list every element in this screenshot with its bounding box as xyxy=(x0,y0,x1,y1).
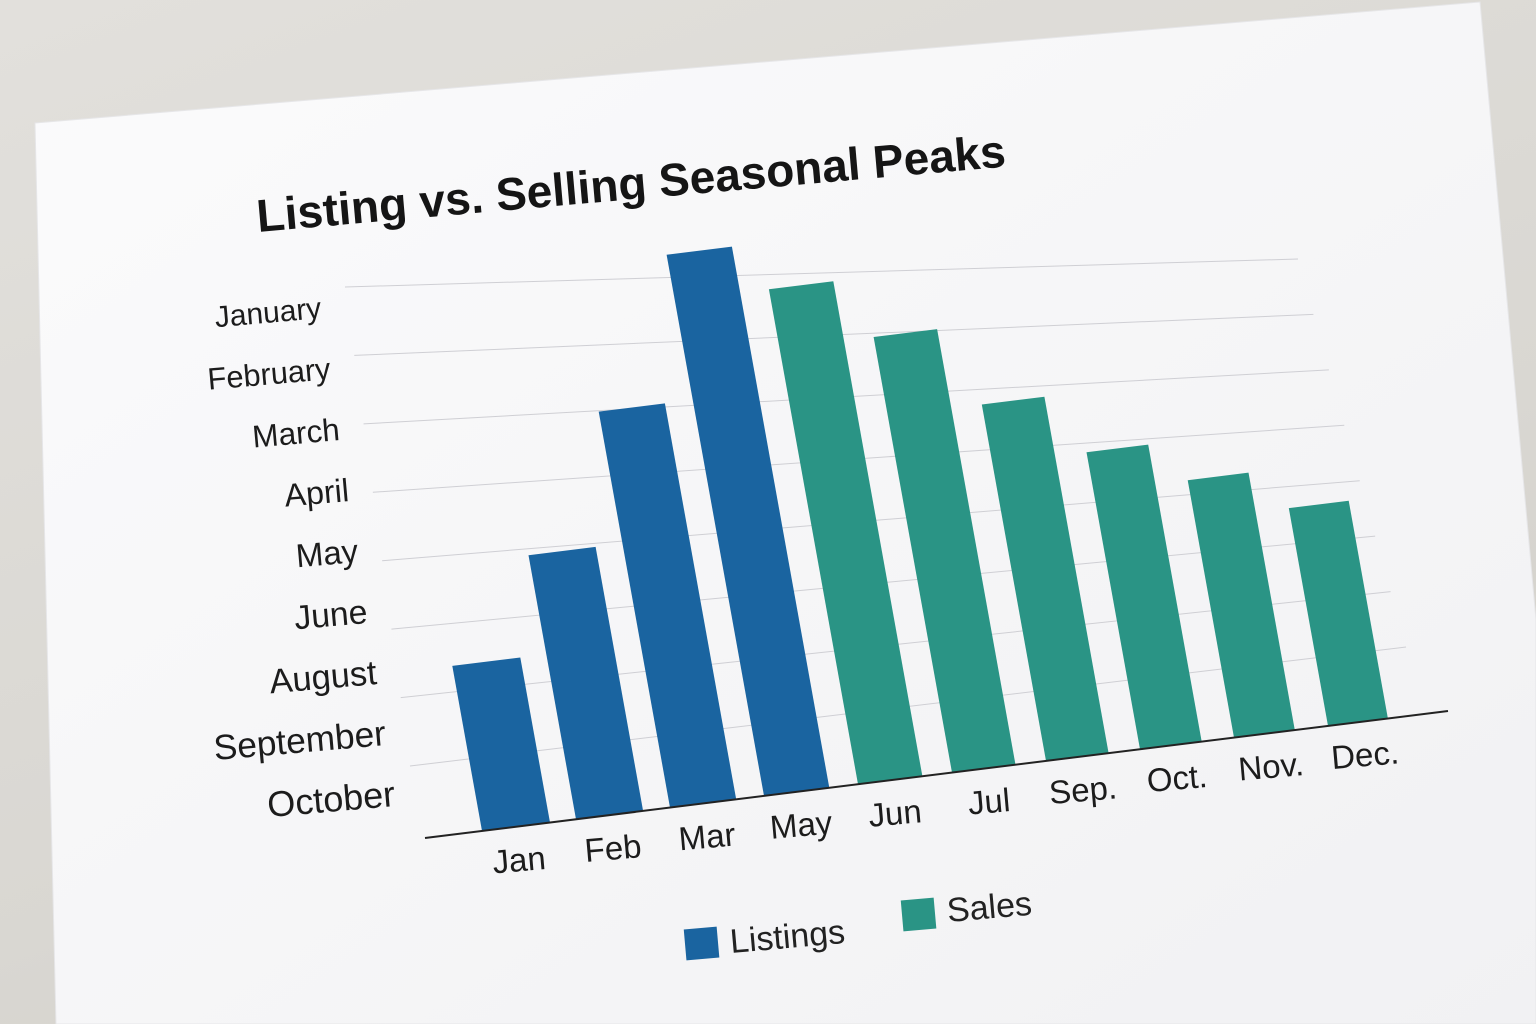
bars xyxy=(452,246,1388,831)
bar-feb-listings xyxy=(528,546,644,820)
y-tick-label: August xyxy=(268,654,379,701)
x-tick-label: Sep. xyxy=(1048,768,1119,811)
y-tick-label: May xyxy=(294,532,360,574)
bar-dec-sales xyxy=(1288,500,1388,726)
bar-jul-sales xyxy=(873,329,1016,773)
x-tick-label: Oct. xyxy=(1145,757,1209,799)
bar-mar-listings xyxy=(598,403,737,808)
x-axis-tick-labels: Jan Feb Mar May Jun Jul Sep. Oct. Nov. Dec. xyxy=(491,733,1401,880)
paper-sheet xyxy=(34,1,1536,1024)
bar-oct-sales xyxy=(1086,444,1202,750)
x-tick-label: Jun xyxy=(867,792,923,833)
gridline xyxy=(344,258,1299,288)
bar-jan-listings xyxy=(452,657,550,831)
x-tick-label: Mar xyxy=(677,815,737,857)
x-tick-label: May xyxy=(768,804,834,846)
bar-sep-sales xyxy=(981,396,1109,761)
legend-label-sales: Sales xyxy=(945,885,1033,930)
y-tick-label: March xyxy=(251,411,341,454)
x-tick-label: Nov. xyxy=(1237,745,1305,788)
bar-jun-sales xyxy=(768,281,923,785)
legend-swatch-sales xyxy=(900,897,937,932)
x-tick-label: Feb xyxy=(583,827,643,869)
y-axis-tick-labels: JanuaryFebruaryMarchAprilMayJuneAugustSe… xyxy=(206,292,397,825)
y-tick-label: June xyxy=(293,593,369,637)
bar-may-listings xyxy=(666,246,830,796)
x-tick-label: Jul xyxy=(966,781,1011,822)
bar-nov-sales xyxy=(1187,472,1295,738)
x-axis-line xyxy=(424,710,1449,839)
y-tick-label: April xyxy=(283,472,351,513)
x-tick-label: Dec. xyxy=(1330,733,1401,776)
x-tick-label: Jan xyxy=(491,839,547,880)
legend-swatch-listings xyxy=(683,926,720,961)
